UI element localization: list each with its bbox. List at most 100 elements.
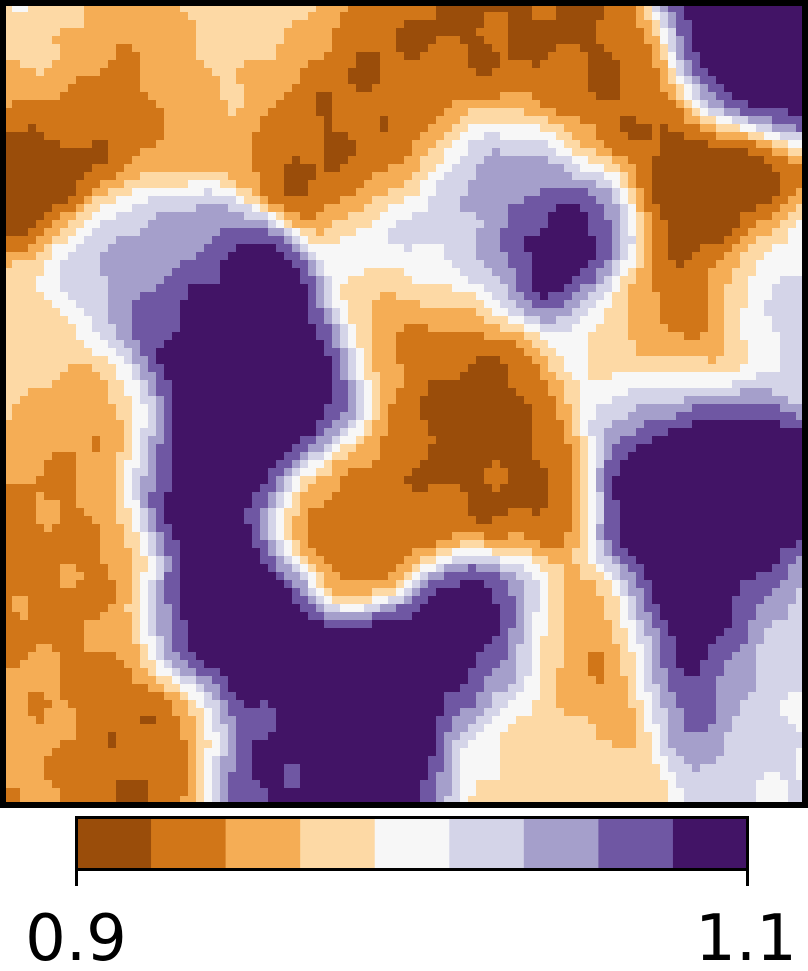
heatmap-cell (260, 124, 325, 133)
heatmap-cell (660, 20, 669, 29)
heatmap-cell (172, 628, 189, 637)
heatmap-cell (132, 404, 149, 413)
heatmap-cell (4, 644, 37, 653)
heatmap-cell (452, 716, 477, 725)
heatmap-cell (76, 300, 109, 309)
heatmap-cell (180, 796, 197, 804)
heatmap-cell (436, 796, 445, 804)
heatmap-cell (84, 308, 109, 317)
heatmap-cell (356, 404, 365, 413)
heatmap-cell (660, 76, 669, 85)
heatmap-cell (348, 76, 381, 85)
heatmap-cell (36, 492, 45, 501)
heatmap-cell (148, 452, 157, 461)
heatmap-cell (556, 348, 589, 357)
heatmap-cell (172, 404, 325, 413)
heatmap-cell (188, 644, 485, 653)
heatmap-cell (660, 764, 669, 773)
heatmap-cell (76, 244, 109, 253)
heatmap-cell (724, 348, 749, 357)
heatmap-cell (148, 460, 157, 469)
heatmap-cell (20, 788, 61, 797)
heatmap-cell (308, 484, 341, 493)
heatmap-cell (444, 108, 469, 117)
heatmap-cell (324, 228, 357, 237)
heatmap-cell (492, 484, 501, 493)
heatmap-cell (180, 732, 197, 741)
heatmap-cell (84, 236, 117, 245)
heatmap-cell (508, 532, 525, 541)
heatmap-cell (740, 324, 773, 333)
heatmap-cell (604, 4, 637, 13)
heatmap-cell (684, 796, 757, 804)
heatmap-cell (172, 620, 189, 629)
heatmap-cell (236, 724, 277, 733)
heatmap-cell (188, 772, 197, 781)
heatmap-cell (700, 660, 725, 669)
heatmap-cell (268, 524, 277, 533)
heatmap-cell (132, 452, 141, 461)
heatmap-cell (228, 796, 269, 804)
heatmap-cell (220, 84, 245, 93)
heatmap-cell (188, 788, 197, 797)
heatmap-cell (396, 348, 525, 357)
heatmap-cell (588, 652, 605, 661)
heatmap-cell (564, 604, 605, 613)
heatmap-cell (188, 700, 197, 709)
heatmap-cell (604, 564, 621, 573)
heatmap-cell (4, 420, 125, 429)
heatmap-cell (572, 292, 589, 301)
heatmap-cell (140, 444, 149, 453)
heatmap-cell (124, 468, 133, 477)
heatmap-cell (724, 324, 741, 333)
heatmap-cell (300, 556, 309, 565)
heatmap-cell (636, 196, 645, 205)
heatmap-cell (636, 172, 653, 181)
heatmap-cell (508, 588, 525, 597)
heatmap-cell (788, 788, 804, 797)
heatmap-cell (620, 76, 661, 85)
heatmap-cell (764, 252, 804, 261)
heatmap-cell (684, 668, 701, 677)
heatmap-cell (140, 516, 149, 525)
heatmap-cell (492, 596, 517, 605)
heatmap-cell (524, 348, 541, 357)
heatmap-cell (316, 596, 325, 605)
heatmap-cell (620, 244, 629, 253)
heatmap-cell (692, 108, 701, 117)
heatmap-cell (332, 356, 341, 365)
heatmap-cell (580, 484, 589, 493)
heatmap-cell (372, 460, 421, 469)
heatmap-cell (652, 708, 669, 717)
heatmap-cell (108, 292, 141, 301)
heatmap-cell (468, 44, 493, 53)
heatmap-cell (348, 68, 381, 77)
heatmap-cell (700, 92, 717, 101)
heatmap-cell (220, 764, 237, 773)
heatmap-cell (284, 524, 293, 533)
heatmap-cell (548, 364, 565, 373)
heatmap-cell (652, 732, 661, 741)
heatmap-cell (700, 52, 804, 61)
heatmap-cell (604, 524, 621, 533)
heatmap-cell (652, 60, 669, 69)
heatmap-cell (28, 604, 109, 613)
heatmap-cell (636, 692, 653, 701)
heatmap-cell (508, 476, 549, 485)
heatmap-cell (188, 708, 205, 717)
heatmap-cell (540, 316, 557, 325)
heatmap-cell (460, 796, 469, 804)
heatmap-cell (396, 356, 477, 365)
heatmap-cell (516, 284, 533, 293)
heatmap-cell (164, 652, 181, 661)
heatmap-cell (76, 500, 117, 509)
heatmap-cell (636, 164, 653, 173)
heatmap-cell (372, 388, 381, 397)
heatmap-cell (676, 52, 685, 61)
heatmap-cell (636, 604, 645, 613)
heatmap-cell (508, 316, 525, 325)
heatmap-cell (604, 604, 621, 613)
heatmap-cell (596, 28, 645, 37)
heatmap-cell (724, 100, 749, 109)
heatmap-cell (436, 556, 453, 565)
